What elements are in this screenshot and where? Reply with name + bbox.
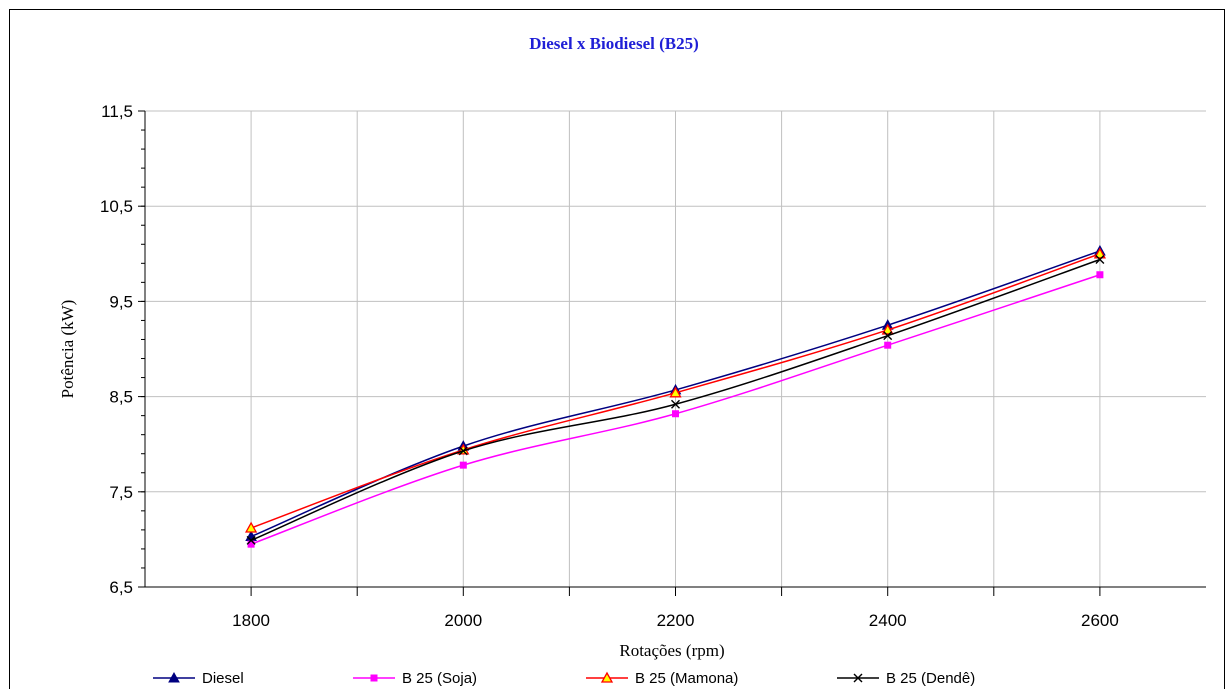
data-point-marker: [247, 540, 255, 548]
y-tick-label: 8,5: [109, 388, 133, 407]
y-tick-label: 10,5: [100, 197, 133, 216]
legend-entry: B 25 (Mamona): [586, 670, 738, 687]
series-b-25-dend: [246, 255, 1105, 545]
data-point-marker: [244, 521, 258, 533]
marker-stroke: [1095, 255, 1105, 265]
data-point-marker: [853, 673, 863, 683]
data-point-marker: [168, 671, 180, 683]
y-tick-label: 7,5: [109, 483, 133, 502]
series-b-25-soja: [247, 271, 1104, 548]
data-point-marker: [884, 341, 892, 349]
chart-frame: [9, 9, 1225, 689]
data-point-marker: [883, 331, 893, 341]
data-point-marker: [672, 410, 679, 418]
legend-label: B 25 (Dendê): [886, 670, 975, 687]
legend-entry: Diesel: [153, 670, 244, 687]
y-tick-label: 11,5: [101, 102, 133, 121]
legend-entry: B 25 (Soja): [353, 670, 477, 687]
data-point-marker: [600, 671, 614, 683]
data-point-marker: [246, 535, 256, 545]
tick-labels: 1800 2000 2200 2400 2600 6,5 7,5 8,5 9,5 10,5 11,5: [100, 102, 1119, 630]
data-point-marker: [458, 446, 468, 456]
data-point-marker: [1093, 247, 1107, 259]
grid-lines: [145, 110, 1206, 587]
chart-title: Diesel x Biodiesel (B25): [529, 34, 699, 53]
marker-stroke: [458, 446, 468, 456]
legend-entry: B 25 (Dendê): [837, 670, 975, 687]
marker-stroke: [883, 331, 893, 341]
y-axis-title: Potência (kW): [58, 300, 77, 399]
x-tick-label: 2400: [869, 611, 907, 630]
series-group: [244, 244, 1107, 548]
data-point-marker: [459, 461, 467, 469]
axes: [138, 110, 1206, 596]
legend-label: Diesel: [202, 670, 244, 687]
data-point-marker: [1095, 255, 1105, 265]
legend-label: B 25 (Soja): [402, 670, 477, 687]
x-tick-label: 2000: [444, 611, 482, 630]
legend: Diesel B 25 (Soja) B 25 (Mamona) B 25 (Dend…: [153, 670, 975, 687]
marker-stroke: [853, 673, 863, 683]
x-tick-label: 2600: [1081, 611, 1119, 630]
legend-label: B 25 (Mamona): [635, 670, 738, 687]
series-b-25-mamona: [244, 247, 1107, 533]
y-tick-label: 6,5: [109, 578, 133, 597]
data-point-marker: [671, 399, 680, 409]
marker-stroke: [246, 535, 256, 545]
data-point-marker: [669, 386, 682, 398]
x-tick-label: 2200: [657, 611, 695, 630]
x-axis-title: Rotações (rpm): [619, 641, 724, 660]
x-tick-label: 1800: [232, 611, 270, 630]
data-point-marker: [1096, 271, 1104, 279]
y-tick-label: 9,5: [109, 292, 133, 311]
data-point-marker: [881, 323, 894, 335]
data-point-marker: [370, 674, 378, 682]
marker-stroke: [671, 399, 680, 409]
